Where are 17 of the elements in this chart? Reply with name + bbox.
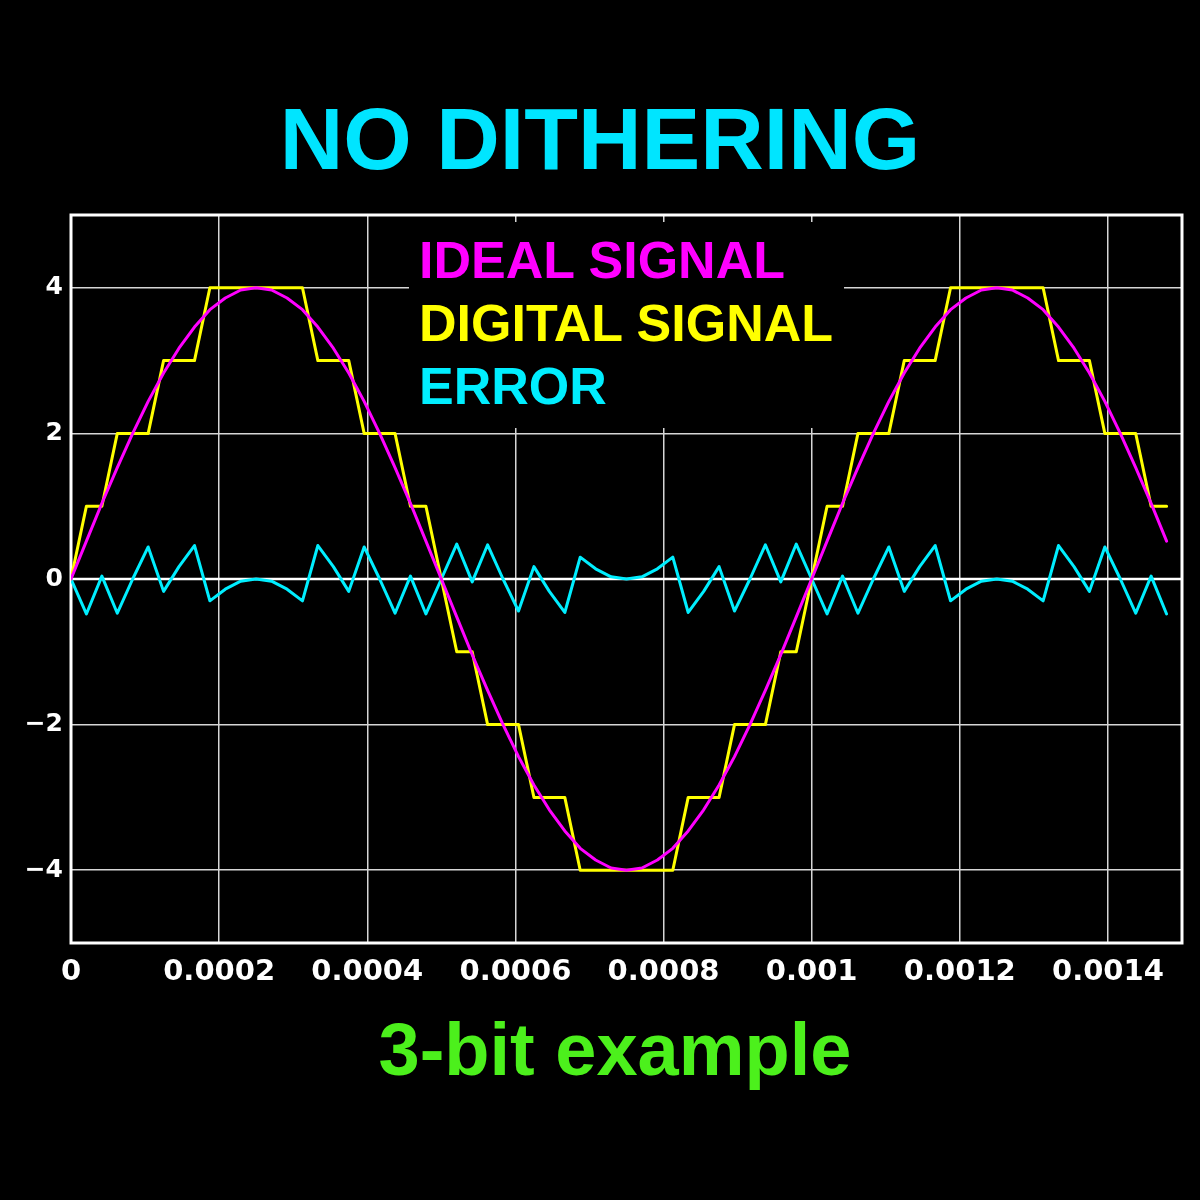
- chart-title: NO DITHERING: [279, 89, 921, 188]
- series-label: DIGITAL SIGNAL: [419, 294, 834, 352]
- x-tick-label: 0.001: [765, 952, 858, 987]
- y-tick-label: −2: [24, 708, 63, 738]
- y-tick-label: −4: [24, 853, 63, 883]
- x-tick-label: 0.0014: [1051, 952, 1164, 987]
- text: 3-bit example: [378, 1008, 852, 1091]
- y-tick-label: 2: [45, 416, 63, 446]
- x-tick-label: 0.0002: [163, 952, 276, 987]
- x-tick-label: 0.0006: [459, 952, 572, 987]
- x-tick-label: 0.0012: [903, 952, 1016, 987]
- text: ERROR: [419, 357, 607, 415]
- x-tick-label: 0.0004: [311, 952, 424, 987]
- text: IDEAL SIGNAL: [419, 231, 785, 289]
- y-tick-label: 0: [45, 562, 63, 592]
- x-tick-label: 0.0008: [607, 952, 720, 987]
- y-tick-label: 4: [45, 271, 63, 301]
